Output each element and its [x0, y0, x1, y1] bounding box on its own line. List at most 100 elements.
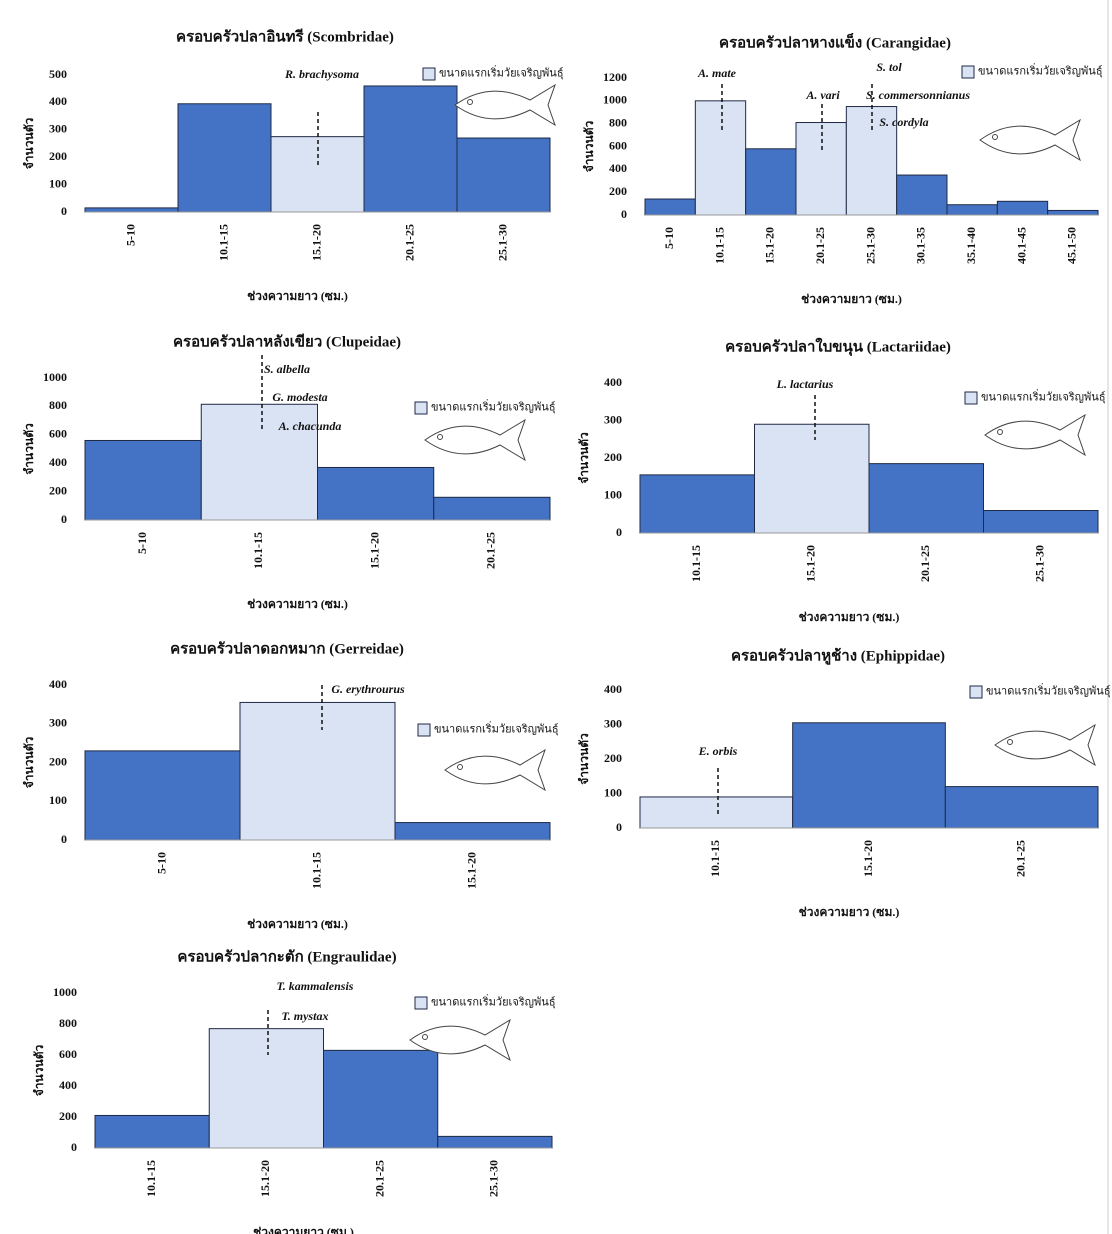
x-tick-label: 10.1-15	[708, 840, 722, 877]
bar	[433, 496, 551, 521]
x-tick-label: 20.1-25	[402, 224, 416, 261]
annotation: R. brachysoma	[284, 67, 359, 81]
legend-swatch	[961, 65, 975, 79]
y-tick-label: 100	[49, 793, 67, 807]
y-tick-label: 800	[49, 398, 67, 412]
annotation: E. orbis	[698, 744, 738, 758]
x-tick-label: 20.1-25	[372, 1160, 386, 1197]
fish-icon	[984, 413, 1086, 457]
fish-icon	[424, 418, 526, 462]
x-tick-label: 20.1-25	[484, 532, 498, 569]
annotation: A. mate	[697, 66, 737, 80]
chart-title: ครอบครัวปลาดอกหมาก (Gerreidae)	[170, 640, 404, 657]
y-tick-label: 1000	[603, 93, 627, 107]
y-tick-label: 400	[49, 455, 67, 469]
chart-panel: ครอบครัวปลาหูช้าง (Ephippidae) 0 100 200 300…	[577, 647, 1111, 918]
y-tick-label: 200	[49, 754, 67, 768]
x-tick-label: 25.1-30	[495, 224, 509, 261]
y-tick-label: 0	[71, 1140, 77, 1154]
x-tick-label: 15.1-20	[763, 227, 777, 264]
x-tick-label: 5-10	[154, 852, 168, 874]
chart-panel: ครอบครัวปลาอินทรี (Scombridae) 0 100 200 300…	[22, 27, 564, 302]
bar	[639, 796, 794, 829]
x-tick-label: 10.1-15	[144, 1160, 158, 1197]
chart-title: ครอบครัวปลากะตัก (Engraulidae)	[177, 948, 396, 965]
x-tick-label: 15.1-20	[367, 532, 381, 569]
y-axis-label: จำนวนตัว	[32, 1045, 46, 1097]
annotation: A. chacunda	[278, 419, 342, 433]
y-tick-label: 800	[609, 115, 627, 129]
bar	[84, 439, 202, 521]
bar	[896, 174, 948, 216]
bar	[394, 822, 551, 841]
annotation: T. kammalensis	[277, 979, 354, 993]
chart-title: ครอบครัวปลาอินทรี (Scombridae)	[176, 27, 394, 45]
fish-icon	[454, 83, 556, 127]
x-axis-label: ช่วงความยาว (ซม.)	[253, 1225, 354, 1234]
y-tick-label: 400	[49, 94, 67, 108]
bar	[200, 403, 318, 521]
x-tick-label: 10.1-15	[712, 227, 726, 264]
y-tick-label: 300	[49, 716, 67, 730]
fish-icon	[444, 748, 546, 792]
chart-panel: ครอบครัวปลาใบขนุน (Lactariidae) 0 100 200 30…	[577, 337, 1106, 623]
y-tick-label: 300	[49, 122, 67, 136]
y-tick-label: 100	[604, 487, 622, 501]
y-tick-label: 600	[59, 1047, 77, 1061]
chart-panel: ครอบครัวปลาหางแข็ง (Carangidae) 0 200 400 60…	[582, 32, 1103, 305]
y-tick-label: 600	[49, 427, 67, 441]
bar	[944, 786, 1099, 829]
legend-swatch	[414, 996, 428, 1010]
bar	[694, 100, 747, 216]
y-tick-label: 0	[61, 512, 67, 526]
y-tick-label: 300	[604, 412, 622, 426]
fish-eye	[467, 99, 473, 105]
bar	[792, 722, 946, 829]
x-tick-label: 15.1-20	[258, 1160, 272, 1197]
y-axis-label: จำนวนตัว	[22, 118, 36, 170]
legend-label: ขนาดแรกเริ่มวัยเจริญพันธุ์	[439, 65, 564, 80]
x-tick-label: 10.1-15	[309, 852, 323, 889]
annotation: S. cordyla	[879, 115, 928, 129]
y-tick-label: 200	[609, 184, 627, 198]
y-tick-label: 1200	[603, 70, 627, 84]
bar	[456, 137, 551, 213]
annotation: S. albella	[264, 362, 310, 376]
x-tick-label: 20.1-25	[813, 227, 827, 264]
bar	[795, 122, 847, 216]
chart-title: ครอบครัวปลาใบขนุน (Lactariidae)	[725, 337, 951, 356]
x-tick-label: 20.1-25	[1013, 840, 1027, 877]
y-tick-label: 200	[59, 1109, 77, 1123]
annotation: G. erythrourus	[331, 682, 405, 696]
bar	[437, 1135, 553, 1149]
bar	[177, 103, 272, 213]
y-tick-label: 200	[49, 483, 67, 497]
y-tick-label: 400	[49, 677, 67, 691]
bar	[94, 1114, 210, 1149]
x-axis-label: ช่วงความยาว (ซม.)	[799, 610, 900, 624]
bar	[745, 148, 797, 216]
annotation: A. vari	[805, 88, 840, 102]
y-axis-label: จำนวนตัว	[577, 432, 591, 484]
y-axis-label: จำนวนตัว	[22, 423, 36, 475]
y-tick-label: 800	[59, 1016, 77, 1030]
x-tick-label: 15.1-20	[804, 545, 818, 582]
legend-label: ขนาดแรกเริ่มวัยเจริญพันธุ์	[431, 994, 556, 1009]
x-axis-label: ช่วงความยาว (ซม.)	[247, 597, 348, 611]
legend-swatch	[417, 723, 431, 737]
y-tick-label: 0	[61, 204, 67, 218]
bar	[983, 510, 1099, 534]
x-tick-label: 10.1-15	[251, 532, 265, 569]
fish-eye	[997, 429, 1003, 435]
legend-swatch	[969, 685, 983, 699]
fish-icon	[409, 1018, 511, 1062]
y-axis-label: จำนวนตัว	[22, 737, 36, 789]
x-tick-label: 20.1-25	[918, 545, 932, 582]
fish-eye	[437, 434, 443, 440]
x-tick-label: 25.1-30	[863, 227, 877, 264]
y-tick-label: 0	[621, 207, 627, 221]
fish-icon	[979, 118, 1081, 162]
bar	[84, 207, 179, 213]
fish-eye	[422, 1034, 428, 1040]
